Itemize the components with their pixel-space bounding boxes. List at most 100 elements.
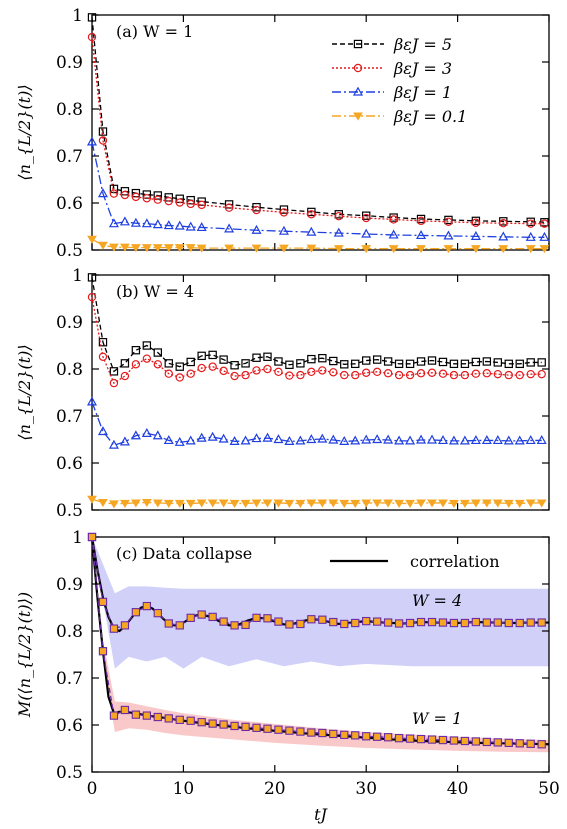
data-point <box>297 620 304 627</box>
x-axis-label: tJ <box>314 805 328 824</box>
y-tick-label: 0.6 <box>56 194 83 214</box>
x-tick-label: 10 <box>173 779 195 799</box>
data-point <box>494 619 501 626</box>
x-tick-label: 40 <box>447 779 469 799</box>
legend-entry: βεJ = 0.1 <box>393 107 467 126</box>
data-point <box>253 500 261 507</box>
data-point <box>187 614 194 621</box>
data-point <box>363 618 370 625</box>
data-point <box>253 724 260 731</box>
data-point <box>121 438 129 445</box>
data-point <box>538 619 545 626</box>
panel-a: 0.50.60.70.80.91⟨n_{L/2}(t)⟩(a) W = 1βεJ… <box>15 6 549 261</box>
data-point <box>275 358 282 365</box>
y-tick-label: 1 <box>72 528 83 548</box>
data-point <box>494 739 501 746</box>
data-point <box>319 616 326 623</box>
y-tick-label: 0.9 <box>56 575 83 595</box>
data-point <box>176 716 183 723</box>
data-point <box>428 736 435 743</box>
data-point <box>231 722 238 729</box>
y-tick-label: 1 <box>72 6 83 26</box>
data-point <box>406 619 413 626</box>
plot-frame <box>92 275 549 510</box>
data-point <box>439 619 446 626</box>
data-point <box>220 500 228 507</box>
data-point <box>220 367 227 374</box>
y-tick-label: 0.5 <box>56 763 83 783</box>
data-point <box>444 232 452 239</box>
y-axis-label: ⟨n_{L/2}(t)⟩ <box>15 344 34 440</box>
y-tick-label: 0.9 <box>56 53 83 73</box>
data-point <box>99 427 107 434</box>
data-point <box>461 737 468 744</box>
panel-c: 0.50.60.70.80.910 10 20 30 40 50M(⟨n_{L/2}(t)… <box>15 528 560 824</box>
data-point <box>110 712 117 719</box>
data-point <box>253 614 260 621</box>
legend-entry: βεJ = 3 <box>393 59 452 78</box>
data-point <box>209 720 216 727</box>
data-point <box>220 721 227 728</box>
data-point <box>286 621 293 628</box>
data-point <box>363 733 370 740</box>
panel-label: (c) Data collapse <box>116 544 252 563</box>
data-point <box>352 619 359 626</box>
y-tick-label: 0.6 <box>56 454 83 474</box>
data-point <box>341 731 348 738</box>
data-point <box>406 735 413 742</box>
data-point <box>352 732 359 739</box>
y-axis-label: M(⟨n_{L/2}(t)⟩) <box>15 592 34 718</box>
data-point <box>121 706 128 713</box>
data-point <box>88 236 96 243</box>
data-point <box>209 613 216 620</box>
data-point <box>341 620 348 627</box>
y-tick-label: 0.8 <box>56 360 83 380</box>
data-point <box>121 218 129 225</box>
series-1 <box>88 293 545 386</box>
panel-label: (b) W = 4 <box>116 282 194 301</box>
annotation-w4: W = 4 <box>412 591 462 610</box>
data-point <box>374 733 381 740</box>
y-tick-label: 0.8 <box>56 100 83 120</box>
y-tick-label: 0.6 <box>56 716 83 736</box>
legend-entry: correlation <box>410 552 500 571</box>
data-point <box>198 611 205 618</box>
data-point <box>319 729 326 736</box>
data-point <box>154 713 161 720</box>
data-point <box>472 738 479 745</box>
annotation-w1: W = 1 <box>412 709 462 728</box>
data-point <box>385 619 392 626</box>
data-point <box>396 735 403 742</box>
data-point <box>154 361 161 368</box>
data-point <box>505 619 512 626</box>
data-point <box>187 717 194 724</box>
y-tick-label: 0.9 <box>56 313 83 333</box>
data-point <box>540 246 548 253</box>
legend-entry: βεJ = 5 <box>393 35 452 54</box>
data-point <box>516 740 523 747</box>
data-point <box>461 619 468 626</box>
data-point <box>275 726 282 733</box>
series-1 <box>88 33 548 227</box>
data-point <box>143 355 150 362</box>
data-point <box>406 500 414 507</box>
data-point <box>472 618 479 625</box>
data-point <box>439 736 446 743</box>
data-point <box>274 435 282 442</box>
data-point <box>231 622 238 629</box>
data-point <box>99 499 107 506</box>
data-point <box>417 736 424 743</box>
data-point <box>450 737 457 744</box>
data-point <box>308 729 315 736</box>
series-3 <box>88 496 546 507</box>
data-point <box>253 245 261 252</box>
data-point <box>373 435 381 442</box>
data-point <box>297 728 304 735</box>
data-point <box>264 615 271 622</box>
data-point <box>176 622 183 629</box>
data-point <box>330 730 337 737</box>
data-point <box>264 725 271 732</box>
data-point <box>143 712 150 719</box>
data-point <box>132 361 139 368</box>
